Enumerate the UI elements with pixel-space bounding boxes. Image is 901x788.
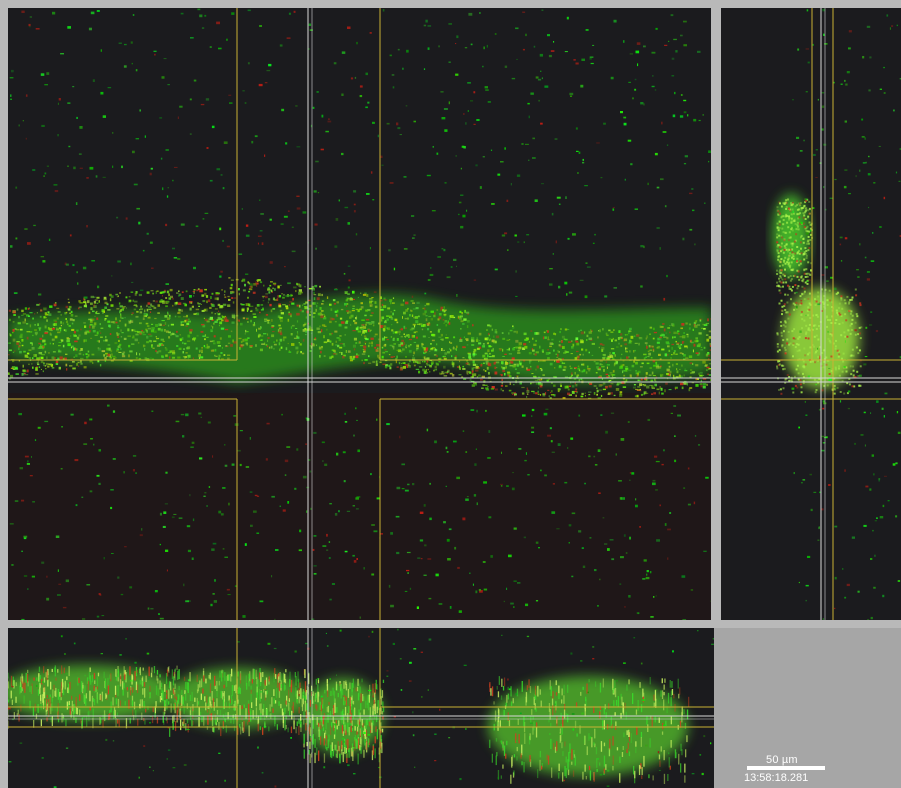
yz-view bbox=[721, 8, 901, 620]
xz-image bbox=[8, 628, 714, 788]
timestamp: 13:58:18.281 bbox=[744, 772, 809, 784]
scale-bar bbox=[747, 766, 825, 770]
xy-image bbox=[8, 8, 711, 620]
xz-view bbox=[8, 628, 714, 788]
xy-view bbox=[8, 8, 711, 620]
scale-bar-label: 50 µm bbox=[766, 754, 798, 766]
yz-image bbox=[721, 8, 901, 620]
info-corner bbox=[714, 628, 901, 788]
